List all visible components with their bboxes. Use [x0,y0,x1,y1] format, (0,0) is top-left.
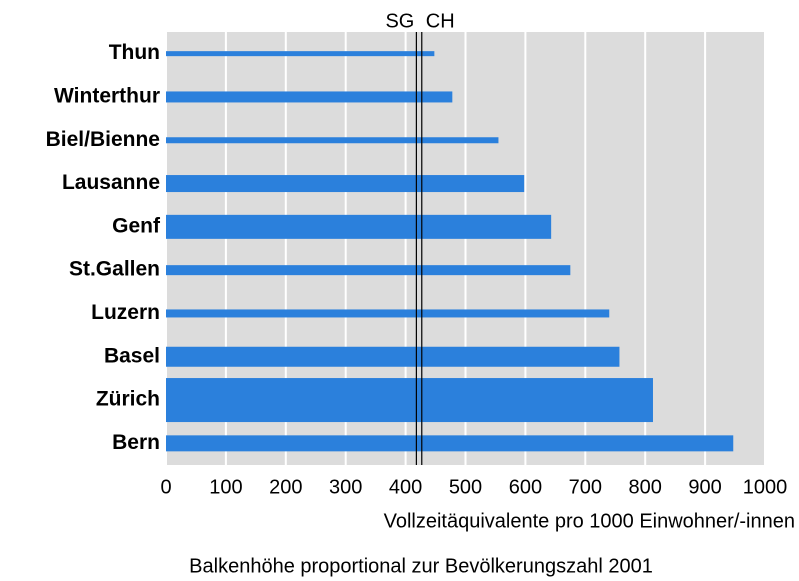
y-tick-label: Lausanne [62,171,160,194]
note: Balkenhöhe proportional zur Bevölkerungs… [189,555,653,577]
bar [166,309,610,318]
x-tick-label: 900 [688,476,721,498]
y-tick-label: Bern [112,431,160,454]
bar [166,265,571,276]
bar [166,435,734,452]
x-tick-label: 200 [269,476,302,498]
y-tick-label: Genf [112,214,161,237]
bar [166,137,499,144]
x-axis-label: Vollzeitäquivalente pro 1000 Einwohner/-… [384,510,795,532]
y-tick-label: Biel/Bienne [46,128,160,151]
y-tick-label: St.Gallen [69,258,160,281]
bar [166,214,552,239]
x-tick-label: 300 [329,476,362,498]
bar [166,346,620,367]
x-tick-label: 400 [389,476,422,498]
y-tick-label: Thun [109,41,160,64]
y-tick-label: Zürich [96,388,160,411]
x-tick-label: 600 [509,476,542,498]
x-tick-label: 700 [569,476,602,498]
y-tick-label: Winterthur [54,84,160,107]
x-tick-label: 1000 [743,476,788,498]
x-tick-label: 500 [449,476,482,498]
x-tick-label: 800 [629,476,662,498]
bar [166,378,653,423]
y-tick-label: Basel [104,344,160,367]
bar [166,91,453,103]
bar [166,51,435,57]
bar [166,175,525,193]
reference-label: SG [385,10,414,32]
x-tick-label: 100 [209,476,242,498]
reference-label: CH [426,10,455,32]
x-tick-label: 0 [160,476,171,498]
y-tick-label: Luzern [91,301,160,324]
